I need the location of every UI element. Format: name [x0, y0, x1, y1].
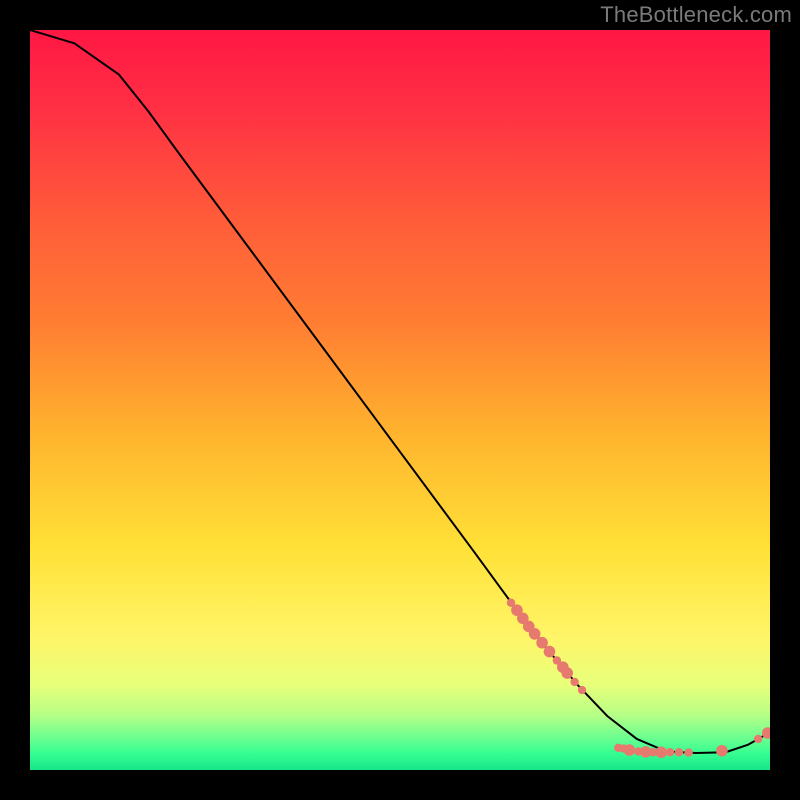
data-marker [624, 744, 636, 756]
bottleneck-curve [30, 30, 770, 753]
data-marker [716, 745, 728, 757]
plot-area [30, 30, 770, 770]
data-marker [675, 748, 683, 756]
data-marker [578, 686, 586, 694]
data-marker [666, 748, 674, 756]
data-marker [529, 628, 541, 640]
plot-overlay [30, 30, 770, 770]
data-marker [754, 735, 762, 743]
data-marker [570, 678, 578, 686]
watermark-label: TheBottleneck.com [600, 2, 792, 28]
data-marker [684, 748, 692, 756]
marker-group [507, 599, 770, 758]
data-marker [655, 746, 667, 758]
data-marker [536, 637, 548, 649]
data-marker [561, 667, 573, 679]
chart-stage: TheBottleneck.com [0, 0, 800, 800]
data-marker [544, 646, 556, 658]
